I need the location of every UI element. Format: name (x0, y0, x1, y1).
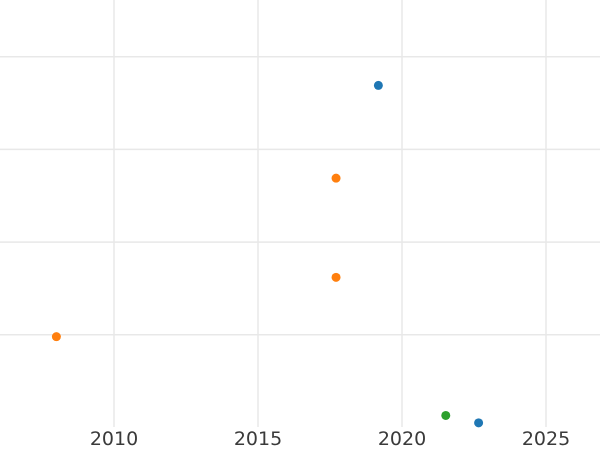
data-point-blue-series (373, 80, 383, 90)
data-point-orange-series (331, 272, 341, 282)
x-tick-label: 2025 (522, 428, 570, 450)
x-tick-label: 2015 (234, 428, 282, 450)
data-point-green-series (441, 410, 451, 420)
data-point-blue-series (474, 418, 484, 428)
x-tick-label: 2010 (90, 428, 138, 450)
data-point-orange-series (51, 332, 61, 342)
x-tick-label: 2020 (378, 428, 426, 450)
data-point-orange-series (331, 173, 341, 183)
